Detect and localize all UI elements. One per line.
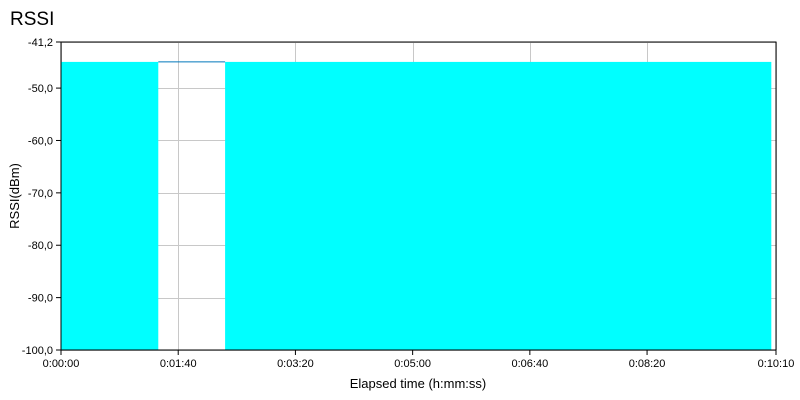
y-tick-label: -100,0 bbox=[22, 345, 53, 357]
x-tick-label: 0:08:20 bbox=[629, 358, 666, 370]
x-tick-label: 0:05:00 bbox=[394, 358, 431, 370]
x-tick-label: 0:01:40 bbox=[160, 358, 197, 370]
y-tick-label: -41,2 bbox=[28, 37, 53, 49]
y-tick-label: -50,0 bbox=[28, 83, 53, 95]
y-axis-label: RSSI(dBm) bbox=[7, 163, 22, 229]
x-tick-label: 0:00:00 bbox=[43, 358, 80, 370]
y-tick-label: -60,0 bbox=[28, 135, 53, 147]
y-tick-label: -70,0 bbox=[28, 188, 53, 200]
rssi-area-segment bbox=[61, 61, 159, 351]
tick-layer: 0:00:00 0:01:40 0:03:20 0:05:00 0:06:40 0:08:… bbox=[22, 37, 795, 370]
x-tick-label: 0:03:20 bbox=[277, 358, 314, 370]
x-tick-label: 0:06:40 bbox=[512, 358, 549, 370]
x-tick-label: 0:10:10 bbox=[758, 358, 795, 370]
y-tick-label: -80,0 bbox=[28, 240, 53, 252]
chart-title: RSSI bbox=[10, 9, 55, 30]
plot-frame bbox=[60, 41, 777, 351]
rssi-area-segment bbox=[225, 61, 772, 351]
y-tick-label: -90,0 bbox=[28, 293, 53, 305]
data-layer bbox=[61, 61, 772, 351]
x-axis-label: Elapsed time (h:mm:ss) bbox=[350, 376, 487, 391]
